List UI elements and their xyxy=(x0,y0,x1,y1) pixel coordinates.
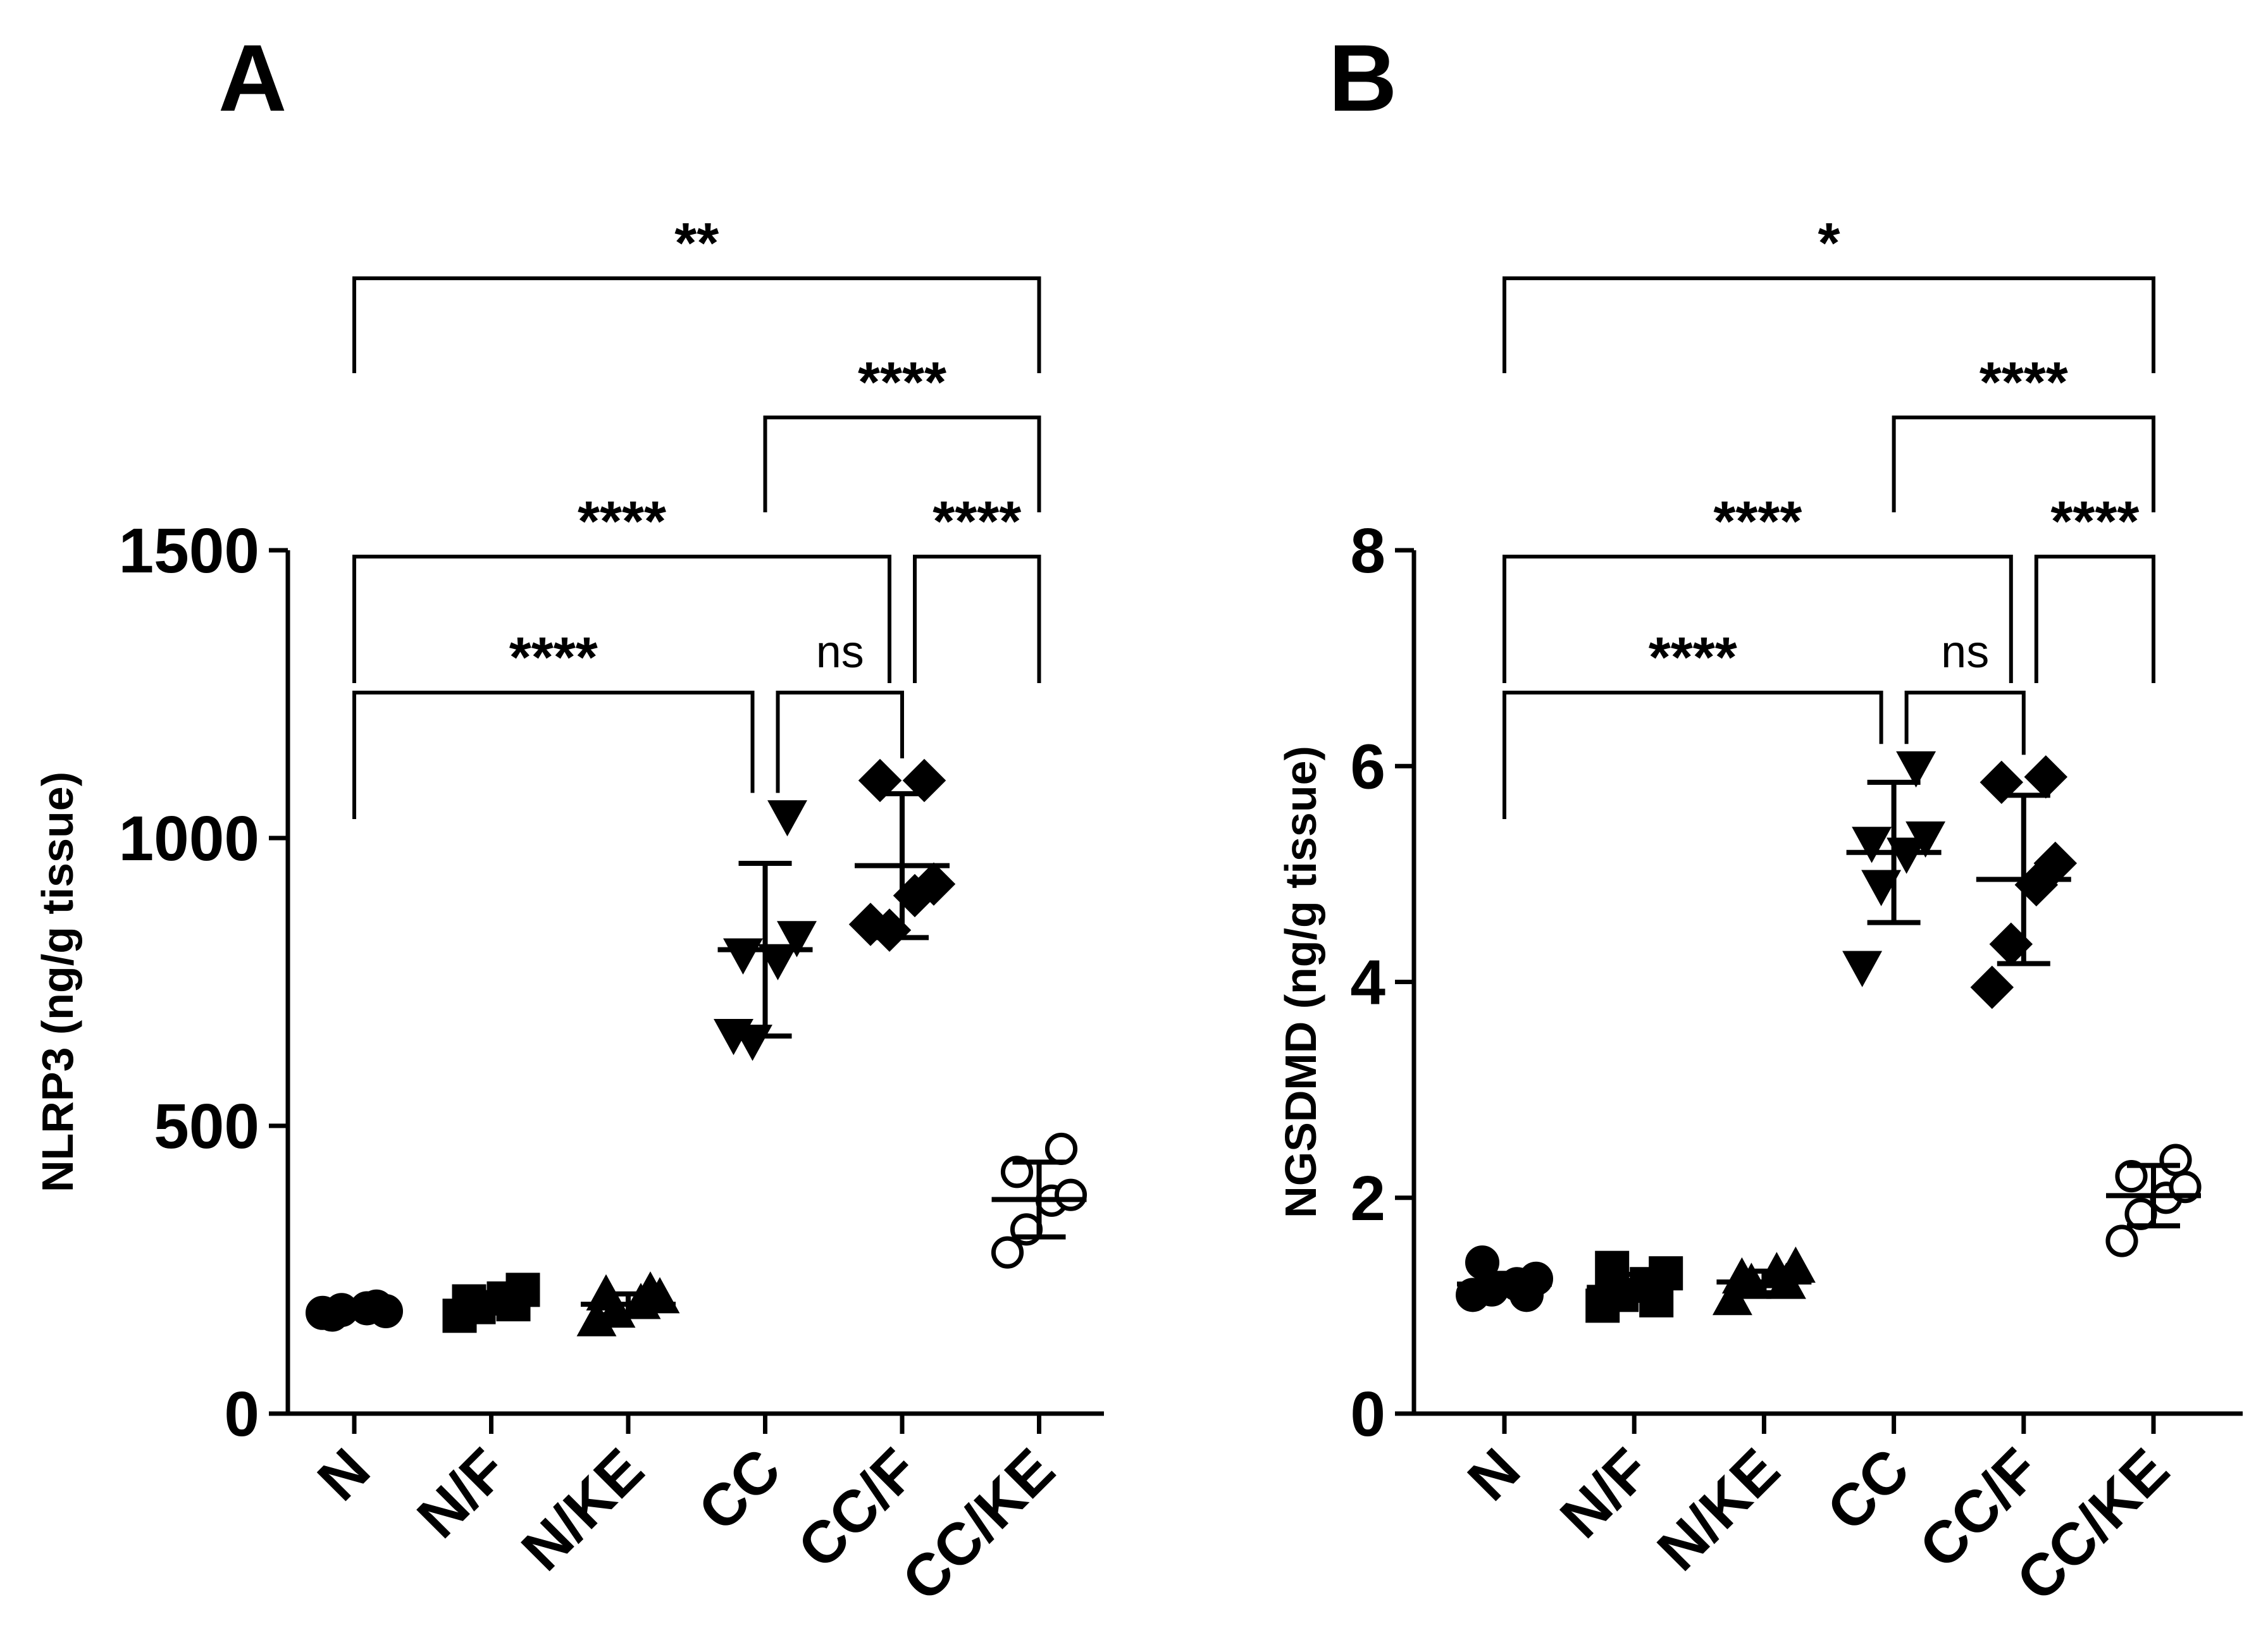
data-point xyxy=(912,862,956,906)
y-axis-label: NLRP3 (ng/g tissue) xyxy=(33,772,82,1192)
significance-bracket xyxy=(1503,555,2013,683)
data-point xyxy=(2024,755,2068,799)
significance-label: **** xyxy=(1649,626,1737,689)
data-point xyxy=(1044,1132,1078,1165)
data-point xyxy=(1905,821,1946,858)
significance-bracket xyxy=(763,416,1041,512)
x-tick-label: N/KE xyxy=(509,1436,656,1583)
data-point xyxy=(1465,1245,1499,1280)
x-tick-label: N/F xyxy=(404,1436,519,1550)
x-tick-label: CC xyxy=(685,1436,793,1543)
significance-label: **** xyxy=(2050,490,2139,553)
data-point xyxy=(758,944,798,980)
significance-bracket xyxy=(352,276,1041,373)
data-point xyxy=(767,800,807,837)
panel-label: B xyxy=(1329,25,1397,131)
y-tick-label: 6 xyxy=(1350,731,1385,802)
significance-label: ns xyxy=(1941,627,1989,677)
data-point xyxy=(723,938,763,975)
y-tick-label: 2 xyxy=(1350,1163,1385,1234)
data-point xyxy=(1842,951,1883,987)
significance-label: **** xyxy=(1713,490,1802,553)
data-point xyxy=(1000,1156,1034,1188)
x-tick-label: N/F xyxy=(1547,1436,1662,1550)
data-point xyxy=(1970,965,2014,1009)
data-point xyxy=(1595,1250,1630,1285)
y-tick-label: 1000 xyxy=(119,803,259,874)
y-tick-label: 500 xyxy=(154,1091,259,1162)
data-point xyxy=(991,1236,1024,1269)
significance-bracket xyxy=(1503,691,1883,819)
significance-label: **** xyxy=(509,626,598,689)
x-tick-label: CC xyxy=(1814,1436,1921,1543)
data-point xyxy=(2159,1144,2192,1176)
significance-bracket xyxy=(352,555,891,683)
significance-label: ** xyxy=(674,212,719,275)
y-tick-label: 0 xyxy=(1350,1379,1385,1450)
data-point xyxy=(2105,1224,2138,1257)
significance-bracket xyxy=(2034,555,2155,683)
data-point xyxy=(1861,870,1902,906)
panel-label: A xyxy=(218,25,287,131)
y-tick-label: 0 xyxy=(224,1379,259,1450)
x-tick-label: N/KE xyxy=(1644,1436,1792,1583)
significance-bracket xyxy=(1904,691,2026,755)
data-point xyxy=(1852,827,1892,863)
data-point xyxy=(1896,751,1936,788)
significance-label: ns xyxy=(816,627,864,677)
significance-label: **** xyxy=(858,351,946,414)
x-tick-label: CC/KE xyxy=(889,1436,1067,1613)
significance-bracket xyxy=(1892,416,2155,512)
significance-label: **** xyxy=(933,490,1021,553)
y-axis-label: NGSDMD (ng/g tissue) xyxy=(1276,746,1325,1218)
data-point xyxy=(2115,1160,2148,1193)
y-tick-label: 8 xyxy=(1350,515,1385,586)
data-point xyxy=(1980,760,2024,805)
significance-bracket xyxy=(1503,276,2155,373)
significance-label: * xyxy=(1818,212,1840,275)
significance-bracket xyxy=(913,555,1041,683)
x-tick-label: N xyxy=(1455,1436,1532,1513)
data-point xyxy=(2033,841,2078,885)
data-point xyxy=(858,758,902,803)
y-tick-label: 4 xyxy=(1350,947,1385,1018)
data-point xyxy=(902,758,946,803)
x-tick-label: N xyxy=(305,1436,382,1513)
significance-bracket xyxy=(352,691,755,819)
data-point xyxy=(1054,1178,1088,1211)
significance-bracket xyxy=(776,691,904,793)
significance-label: **** xyxy=(1980,351,2068,414)
y-tick-label: 1500 xyxy=(119,515,259,586)
significance-label: **** xyxy=(578,490,666,553)
panel-a: A NLRP3 (ng/g tissue) 0 500 1000 1500 N N/FN/KE… xyxy=(33,25,1104,1613)
data-point xyxy=(777,921,817,958)
